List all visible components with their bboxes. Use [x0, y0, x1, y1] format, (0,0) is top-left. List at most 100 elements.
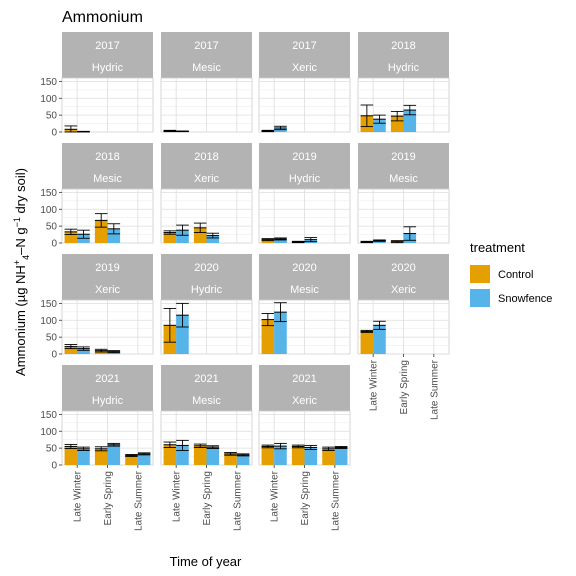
x-tick-label: Late Summer: [232, 470, 243, 531]
facet-site-label: Mesic: [93, 173, 122, 185]
facet-site-label: Mesic: [290, 284, 319, 296]
y-tick-label: 50: [46, 111, 58, 122]
chart-title: Ammonium: [62, 9, 143, 26]
facet-site-label: Xeric: [391, 284, 417, 296]
snowfence-bar: [207, 447, 220, 465]
facet-year-label: 2019: [391, 151, 415, 163]
facet-site-label: Mesic: [192, 395, 221, 407]
facet-panel: 2019 Hydric: [259, 143, 350, 243]
x-tick-label: Early Spring: [300, 471, 311, 525]
facet-site-label: Hydric: [92, 62, 124, 74]
facet-panel: 2021 Xeric: [259, 365, 350, 465]
facet-site-label: Xeric: [292, 62, 318, 74]
control-bar: [262, 446, 275, 465]
facet-site-label: Hydric: [388, 62, 420, 74]
facet-panel: 2020 Xeric: [358, 254, 449, 354]
control-bar: [322, 449, 335, 465]
x-tick-label: Late Winter: [172, 470, 183, 522]
facet-site-label: Xeric: [95, 284, 121, 296]
legend-swatch: [470, 289, 490, 307]
x-tick-label: Late Winter: [369, 359, 380, 411]
y-title-text: –N g: [13, 227, 28, 254]
x-tick-label: Early Spring: [103, 471, 114, 525]
facet-panel: 2017 Hydric 0 50 100 150: [40, 32, 153, 139]
facet-year-label: 2018: [194, 151, 218, 163]
y-title-text: Ammonium (µg NH: [13, 265, 28, 376]
facet-year-label: 2019: [292, 151, 316, 163]
facet-year-label: 2020: [391, 262, 415, 274]
x-tick-label: Late Summer: [429, 359, 440, 420]
facet-panel: 2018 Mesic 0 50 100 150: [40, 143, 153, 250]
snowfence-bar: [77, 449, 90, 465]
legend-label: Control: [498, 269, 533, 281]
snowfence-bar: [305, 447, 318, 465]
facet-year-label: 2020: [194, 262, 218, 274]
legend-swatch: [470, 265, 490, 283]
facet-panel: 2020 Hydric: [161, 254, 252, 354]
facet-year-label: 2019: [95, 262, 119, 274]
x-tick-label: Late Winter: [270, 470, 281, 522]
facet-panel: 2017 Mesic: [161, 32, 252, 132]
facet-year-label: 2020: [292, 262, 316, 274]
facet-panel: 2021 Mesic: [161, 365, 252, 465]
x-axis-title: Time of year: [170, 554, 242, 569]
y-tick-label: 0: [51, 239, 57, 250]
facet-year-label: 2018: [95, 151, 119, 163]
y-tick-label: 50: [46, 222, 58, 233]
y-tick-label: 50: [46, 333, 58, 344]
control-bar: [194, 446, 207, 465]
y-tick-label: 150: [40, 410, 57, 421]
x-tick-label: Early Spring: [399, 360, 410, 414]
x-tick-label: Late Summer: [133, 470, 144, 531]
y-tick-label: 0: [51, 461, 57, 472]
y-tick-label: 150: [40, 299, 57, 310]
facet-site-label: Hydric: [191, 284, 223, 296]
y-tick-label: 150: [40, 77, 57, 88]
y-tick-label: 100: [40, 427, 57, 438]
snowfence-bar: [335, 447, 348, 465]
facet-site-label: Hydric: [92, 395, 124, 407]
facet-panel: 2017 Xeric: [259, 32, 350, 132]
snowfence-bar: [237, 455, 250, 465]
legend-title: treatment: [470, 240, 525, 255]
y-tick-label: 50: [46, 444, 58, 455]
y-tick-label: 100: [40, 316, 57, 327]
facet-panel: 2019 Mesic: [358, 143, 449, 243]
facet-year-label: 2018: [391, 40, 415, 52]
control-bar: [292, 446, 305, 465]
y-tick-label: 100: [40, 94, 57, 105]
snowfence-bar: [138, 454, 151, 465]
facet-year-label: 2017: [292, 40, 316, 52]
y-tick-label: 0: [51, 128, 57, 139]
facet-year-label: 2021: [95, 373, 119, 385]
y-axis-title: Ammonium (µg NH+4–N g−1 dry soil): [12, 168, 31, 376]
x-tick-label: Early Spring: [202, 471, 213, 525]
facet-panel: 2020 Mesic: [259, 254, 350, 354]
facet-site-label: Mesic: [389, 173, 418, 185]
facet-site-label: Xeric: [194, 173, 220, 185]
facet-site-label: Xeric: [292, 395, 318, 407]
facet-site-label: Hydric: [289, 173, 321, 185]
facet-year-label: 2021: [194, 373, 218, 385]
y-tick-label: 0: [51, 350, 57, 361]
snowfence-bar: [108, 445, 121, 465]
legend-label: Snowfence: [498, 293, 552, 305]
facet-panel: 2021 Hydric 0 50 100 150: [40, 365, 153, 472]
facet-panel: 2019 Xeric 0 50 100 150: [40, 254, 153, 361]
facet-panel: 2018 Xeric: [161, 143, 252, 243]
legend: treatment Control Snowfence: [470, 240, 552, 307]
y-tick-label: 150: [40, 188, 57, 199]
facet-year-label: 2017: [194, 40, 218, 52]
y-title-text: dry soil): [13, 168, 28, 217]
y-title-superscript: −1: [12, 217, 22, 227]
control-bar: [65, 446, 78, 465]
facet-year-label: 2017: [95, 40, 119, 52]
facet-year-label: 2021: [292, 373, 316, 385]
x-tick-label: Late Summer: [330, 470, 341, 531]
y-tick-label: 100: [40, 205, 57, 216]
x-tick-label: Late Winter: [73, 470, 84, 522]
control-bar: [361, 331, 374, 354]
facet-panel: 2018 Hydric: [358, 32, 449, 132]
